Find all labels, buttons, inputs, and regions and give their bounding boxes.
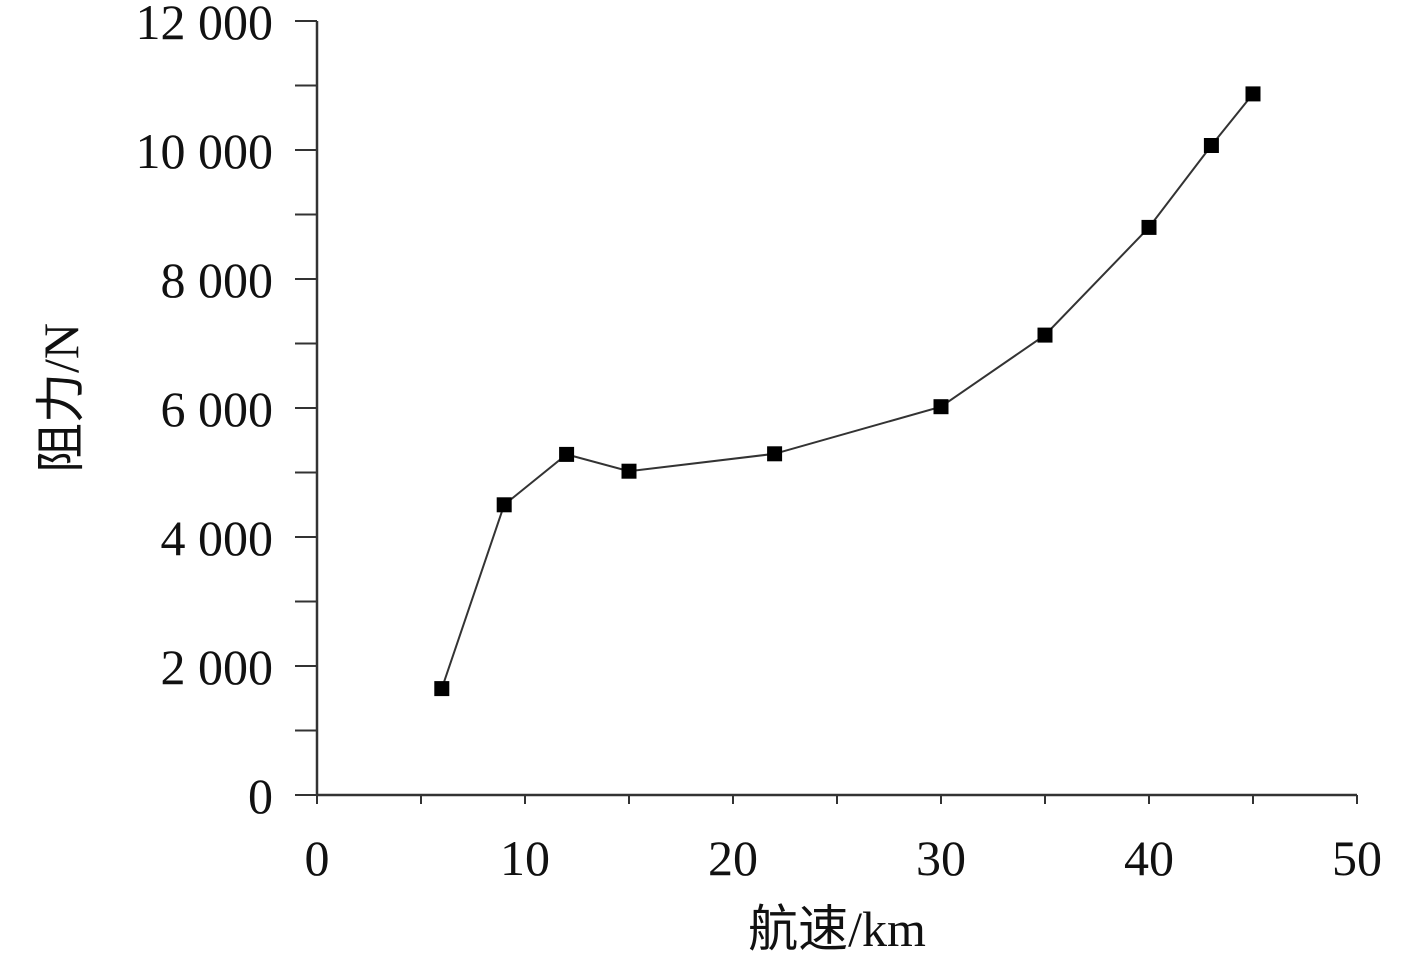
data-point [496, 497, 512, 513]
data-point [559, 446, 575, 462]
y-tick-label: 8 000 [161, 252, 274, 308]
axes: 0 10 20 30 40 50 0 2 000 4 000 6 000 8 000 10 000 12… [136, 0, 1383, 886]
y-tick-label: 4 000 [161, 510, 274, 566]
data-point [1141, 219, 1157, 235]
x-tick-label: 10 [500, 830, 550, 886]
x-tick-label: 50 [1332, 830, 1382, 886]
series-line [440, 93, 1254, 689]
y-tick-label: 2 000 [161, 639, 274, 695]
x-tick-label: 20 [708, 830, 758, 886]
x-tick-label: 30 [916, 830, 966, 886]
x-tick-label: 40 [1124, 830, 1174, 886]
data-point [1037, 327, 1053, 343]
y-tick-label: 0 [248, 768, 273, 824]
data-point [434, 681, 450, 697]
x-axis-title: 航速/km [748, 901, 926, 955]
series-layer [434, 86, 1261, 697]
data-point [621, 463, 637, 479]
x-tick-label: 0 [305, 830, 330, 886]
data-point [933, 399, 949, 415]
y-tick-label: 10 000 [136, 123, 274, 179]
y-tick-label: 6 000 [161, 381, 274, 437]
data-point [1203, 138, 1219, 153]
data-point [767, 446, 783, 462]
data-point [1245, 86, 1261, 102]
y-axis-title: 阻力/N [33, 323, 89, 473]
y-tick-label: 12 000 [136, 0, 274, 50]
